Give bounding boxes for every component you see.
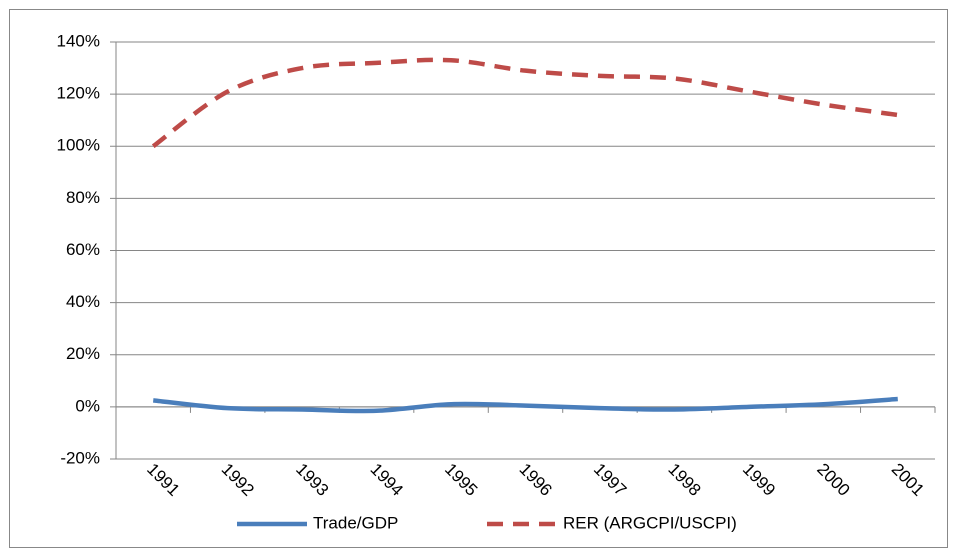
y-tick-label: 100% [57,136,100,155]
y-tick-label: 80% [66,188,100,207]
series-line [151,57,899,149]
series-line [152,396,898,414]
y-tick-label: 120% [57,84,100,103]
y-tick-label: 60% [66,240,100,259]
legend-label: RER (ARGCPI/USCPI) [563,513,737,532]
y-tick-label: 140% [57,31,100,50]
y-tick-label: 40% [66,292,100,311]
legend-label: Trade/GDP [313,513,398,532]
y-tick-label: 0% [75,396,100,415]
y-tick-label: 20% [66,344,100,363]
y-tick-label: -20% [60,448,100,467]
